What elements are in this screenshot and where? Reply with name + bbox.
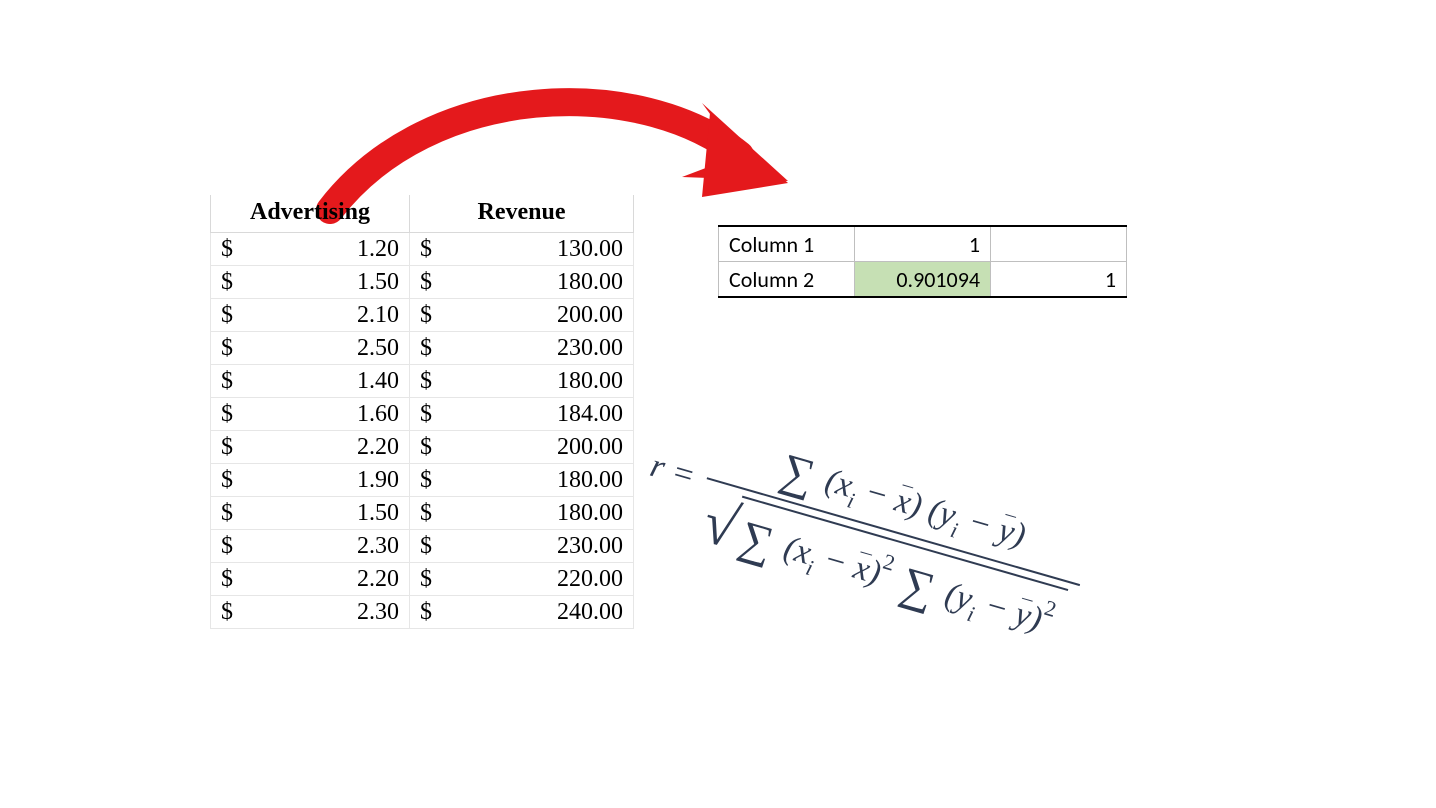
advertising-value: 1.60 <box>249 398 410 431</box>
data-table-body: $1.20$130.00$1.50$180.00$2.10$200.00$2.5… <box>211 233 634 629</box>
currency-symbol: $ <box>211 332 250 365</box>
table-row: $1.60$184.00 <box>211 398 634 431</box>
table-row: $2.50$230.00 <box>211 332 634 365</box>
corr-row-label: Column 1 <box>719 226 855 262</box>
advertising-value: 1.90 <box>249 464 410 497</box>
revenue-value: 200.00 <box>448 431 634 464</box>
currency-symbol: $ <box>211 365 250 398</box>
currency-symbol: $ <box>410 563 449 596</box>
advertising-revenue-table: Advertising Revenue $1.20$130.00$1.50$18… <box>210 195 634 629</box>
revenue-value: 180.00 <box>448 266 634 299</box>
currency-symbol: $ <box>211 596 250 629</box>
table-row: $1.50$180.00 <box>211 497 634 530</box>
currency-symbol: $ <box>211 266 250 299</box>
advertising-value: 2.30 <box>249 596 410 629</box>
table-row: $1.20$130.00 <box>211 233 634 266</box>
currency-symbol: $ <box>410 266 449 299</box>
table-row: $2.20$220.00 <box>211 563 634 596</box>
table-row: $2.20$200.00 <box>211 431 634 464</box>
advertising-value: 1.50 <box>249 497 410 530</box>
revenue-value: 240.00 <box>448 596 634 629</box>
advertising-value: 2.50 <box>249 332 410 365</box>
currency-symbol: $ <box>211 464 250 497</box>
table-row: $1.90$180.00 <box>211 464 634 497</box>
corr-cell: 1 <box>991 262 1127 298</box>
currency-symbol: $ <box>211 563 250 596</box>
revenue-value: 180.00 <box>448 497 634 530</box>
advertising-value: 2.10 <box>249 299 410 332</box>
corr-cell <box>991 226 1127 262</box>
correlation-matrix-table: Column 1 1 Column 2 0.901094 1 <box>718 225 1127 298</box>
revenue-value: 180.00 <box>448 365 634 398</box>
currency-symbol: $ <box>410 233 449 266</box>
currency-symbol: $ <box>410 365 449 398</box>
revenue-value: 230.00 <box>448 332 634 365</box>
table-row: $2.30$230.00 <box>211 530 634 563</box>
currency-symbol: $ <box>211 299 250 332</box>
column-header-revenue: Revenue <box>410 195 634 233</box>
currency-symbol: $ <box>410 497 449 530</box>
revenue-value: 130.00 <box>448 233 634 266</box>
currency-symbol: $ <box>410 431 449 464</box>
currency-symbol: $ <box>410 530 449 563</box>
revenue-value: 184.00 <box>448 398 634 431</box>
currency-symbol: $ <box>410 299 449 332</box>
currency-symbol: $ <box>410 398 449 431</box>
revenue-value: 180.00 <box>448 464 634 497</box>
currency-symbol: $ <box>211 530 250 563</box>
corr-cell-highlight: 0.901094 <box>855 262 991 298</box>
advertising-value: 2.20 <box>249 431 410 464</box>
advertising-value: 2.30 <box>249 530 410 563</box>
corr-row-label: Column 2 <box>719 262 855 298</box>
table-row: $1.50$180.00 <box>211 266 634 299</box>
table-row: $1.40$180.00 <box>211 365 634 398</box>
table-row: $2.10$200.00 <box>211 299 634 332</box>
revenue-value: 230.00 <box>448 530 634 563</box>
currency-symbol: $ <box>410 332 449 365</box>
revenue-value: 200.00 <box>448 299 634 332</box>
pearson-r-formula: r = ∑ (xi − x) (yi − y) √ ∑ (xi − x)2 ∑ … <box>633 400 1098 653</box>
currency-symbol: $ <box>410 596 449 629</box>
table-row: $2.30$240.00 <box>211 596 634 629</box>
currency-symbol: $ <box>211 233 250 266</box>
column-header-advertising: Advertising <box>211 195 410 233</box>
advertising-value: 1.50 <box>249 266 410 299</box>
revenue-value: 220.00 <box>448 563 634 596</box>
advertising-value: 2.20 <box>249 563 410 596</box>
currency-symbol: $ <box>211 497 250 530</box>
currency-symbol: $ <box>410 464 449 497</box>
corr-cell: 1 <box>855 226 991 262</box>
advertising-value: 1.40 <box>249 365 410 398</box>
advertising-value: 1.20 <box>249 233 410 266</box>
currency-symbol: $ <box>211 431 250 464</box>
currency-symbol: $ <box>211 398 250 431</box>
